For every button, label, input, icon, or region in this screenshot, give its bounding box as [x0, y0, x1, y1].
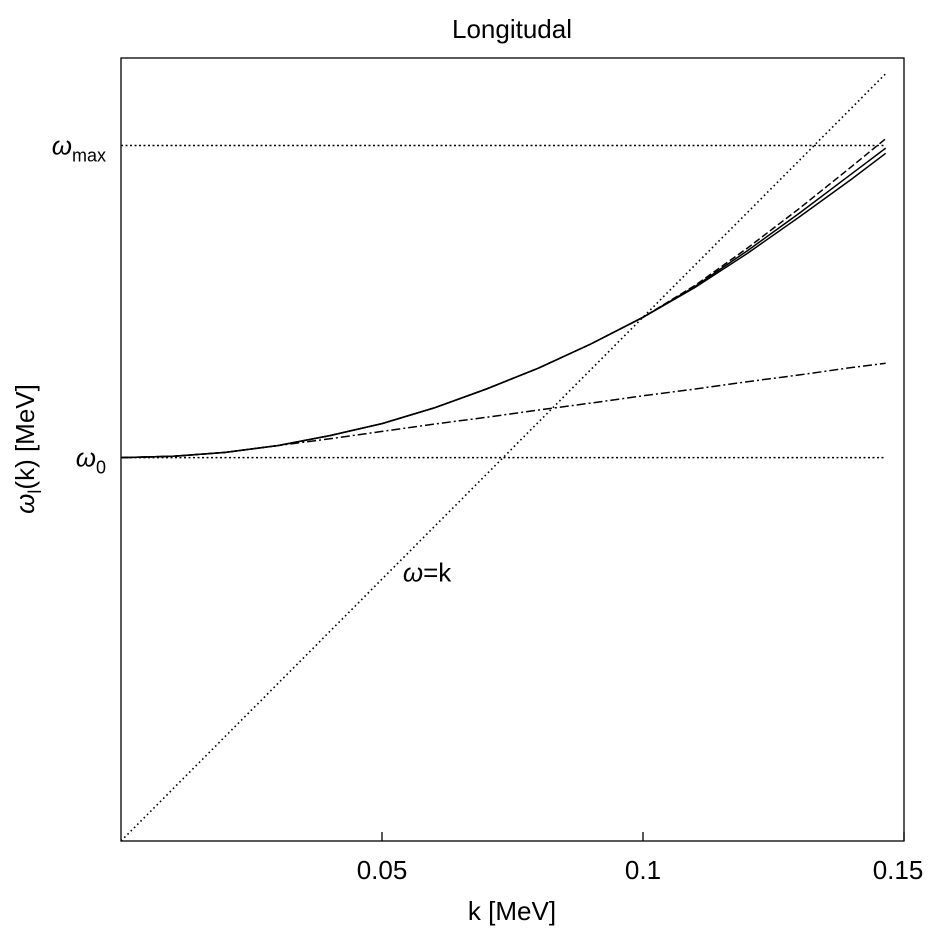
chart-title: Longitudal [452, 14, 572, 44]
y-reference-label-omega-0: ω0 [76, 443, 106, 478]
series-line-2-solid [120, 147, 887, 459]
series-line-5-dotted [120, 73, 887, 842]
reference-lines [121, 144, 886, 459]
x-tick-label: 0.05 [357, 855, 408, 885]
series-layer [120, 73, 887, 842]
y-reference-labels: ωmax ω0 [52, 130, 106, 477]
series-line-3-dashed [120, 138, 887, 459]
x-tick-label: 0.15 [873, 855, 924, 885]
y-axis-label: ωl(k) [MeV] [10, 384, 45, 514]
series-line-4-dashdot [120, 362, 886, 459]
annotation-omega-equals-k: ω=k [403, 558, 452, 588]
y-reference-label-omega-max: ωmax [52, 130, 106, 165]
x-ticks: 0.05 0.1 0.15 [357, 832, 924, 885]
plot-frame [120, 57, 905, 842]
x-tick-label: 0.1 [625, 855, 661, 885]
x-axis-label: k [MeV] [468, 896, 556, 926]
series-line-1-solid [120, 152, 887, 459]
